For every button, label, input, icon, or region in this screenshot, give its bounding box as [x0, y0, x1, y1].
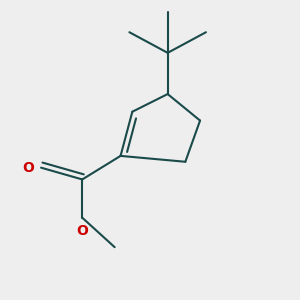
Text: O: O	[22, 161, 34, 175]
Text: O: O	[76, 224, 88, 238]
